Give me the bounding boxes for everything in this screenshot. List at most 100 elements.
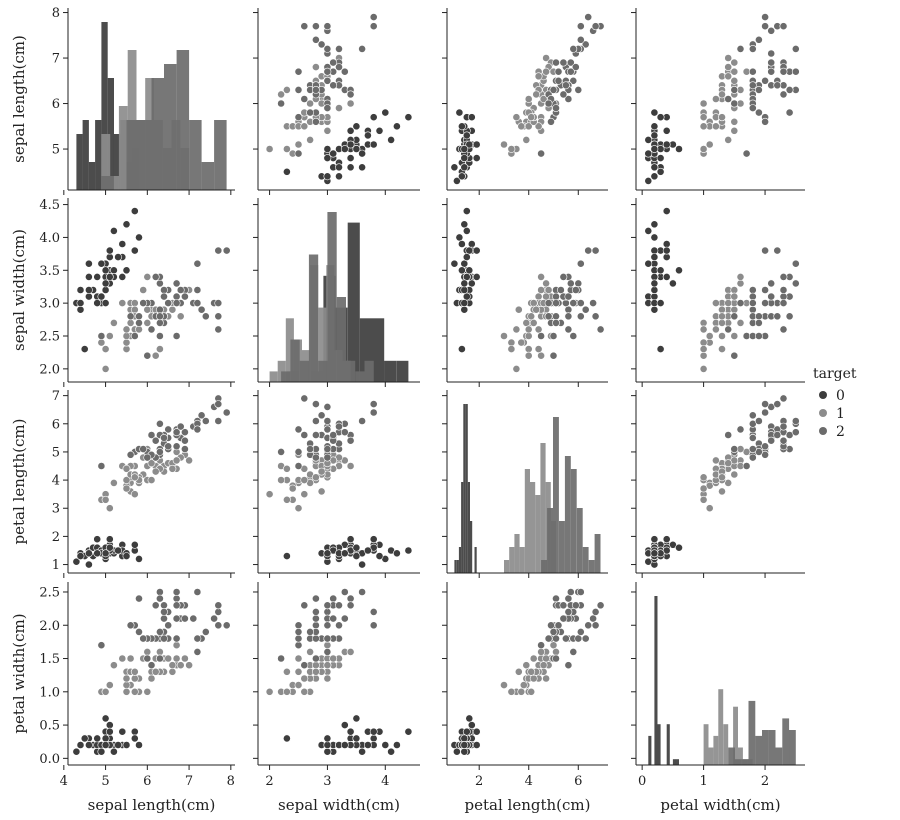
scatter-point-target-0 [85,272,93,281]
scatter-point-target-2 [323,76,332,85]
scatter-point-target-2 [591,22,600,31]
scatter-point-target-2 [369,13,378,21]
scatter-point-target-1 [335,104,343,112]
scatter-point-target-2 [369,621,378,630]
scatter-point-target-2 [306,108,314,117]
scatter-point-target-1 [524,332,533,340]
scatter-point-target-2 [172,279,181,288]
x-tick-label: 7 [185,774,193,789]
y-tick-label: 7 [52,52,60,67]
panel-sepal_width-vs-petal_length [442,198,608,387]
scatter-point-target-2 [201,417,210,425]
scatter-point-target-0 [457,240,466,248]
scatter-point-target-0 [462,226,471,235]
scatter-point-target-2 [779,394,788,403]
scatter-point-target-2 [791,417,800,425]
scatter-point-target-2 [214,621,223,630]
scatter-point-target-2 [214,299,223,307]
scatter-point-target-1 [699,495,708,504]
hist-bar-target-2 [541,560,547,573]
hist-bar-target-0 [113,134,121,190]
scatter-point-target-2 [574,86,583,94]
hist-bar-target-0 [470,521,473,573]
scatter-point-target-2 [151,436,160,445]
panel-sepal_length-vs-sepal_length: 5 6 7 8 [52,6,235,195]
scatter-point-target-0 [101,741,110,749]
scatter-point-target-0 [650,131,659,140]
scatter-point-target-2 [767,292,776,301]
scatter-point-target-2 [761,408,769,417]
y-tick-label: 4 [52,474,60,489]
scatter-point-target-2 [172,428,181,437]
scatter-point-target-2 [552,104,560,112]
scatter-point-target-2 [591,608,600,616]
scatter-point-target-0 [462,292,471,301]
scatter-point-target-2 [761,13,769,21]
scatter-point-target-2 [180,614,189,623]
scatter-point-target-2 [172,601,181,610]
scatter-point-target-2 [791,67,800,76]
y-tick-label: 3.0 [39,297,60,312]
scatter-point-target-1 [507,145,516,153]
scatter-point-target-2 [581,634,590,643]
hist-bar-target-0 [456,560,459,573]
scatter-point-target-0 [662,140,671,149]
scatter-point-target-1 [705,504,714,513]
scatter-point-target-2 [323,104,332,112]
scatter-point-target-2 [143,351,152,360]
scatter-point-target-0 [662,126,671,135]
scatter-point-target-2 [311,431,320,439]
scatter-point-target-2 [294,628,303,636]
scatter-point-target-0 [329,149,338,158]
scatter-point-target-0 [85,259,93,268]
scatter-point-target-1 [311,473,320,482]
scatter-point-target-0 [644,226,653,235]
hist-bar-target-0 [666,724,670,765]
scatter-point-target-2 [779,422,788,431]
x-tick-label: 4 [525,774,533,789]
scatter-point-target-2 [552,312,560,321]
scatter-point-target-0 [650,292,659,301]
scatter-point-target-1 [699,484,708,493]
scatter-point-target-0 [452,176,461,185]
scatter-point-target-1 [712,325,720,334]
scatter-point-target-1 [699,338,708,347]
scatter-point-target-0 [460,163,469,172]
scatter-point-target-1 [534,122,543,131]
scatter-point-target-0 [462,272,471,281]
scatter-point-target-2 [193,286,202,294]
scatter-point-target-2 [557,286,565,294]
scatter-point-target-1 [730,117,739,126]
scatter-point-target-2 [160,286,168,294]
scatter-point-target-1 [294,654,303,663]
scatter-point-target-0 [323,145,332,153]
scatter-point-target-2 [172,299,181,307]
scatter-point-target-2 [785,312,794,321]
scatter-point-target-0 [467,721,476,729]
scatter-point-target-1 [699,351,708,360]
scatter-point-target-2 [358,588,366,596]
hist-bar-target-0 [88,162,96,190]
x-tick-label: 2 [475,774,483,789]
scatter-point-target-1 [294,681,303,689]
x-tick-label: 2 [761,774,769,789]
hist-bar-target-2 [355,371,365,382]
hist-bar-target-2 [189,120,202,190]
scatter-point-target-0 [101,286,110,294]
scatter-point-target-1 [168,661,177,670]
scatter-point-target-1 [514,305,523,314]
scatter-point-target-1 [718,473,726,482]
scatter-point-target-0 [76,741,85,749]
hist-bar-target-1 [540,443,546,573]
scatter-point-target-2 [189,614,198,623]
y-axis-label-petal_length: petal length(cm) [10,419,28,545]
scatter-point-target-0 [97,747,106,756]
scatter-point-target-2 [581,40,590,49]
scatter-point-target-1 [699,364,708,373]
hist-bar-target-0 [648,735,652,765]
hist-bar-target-2 [734,759,742,765]
scatter-point-target-2 [569,45,578,53]
scatter-point-target-0 [662,246,671,255]
hist-bar-target-0 [107,78,114,190]
scatter-point-target-0 [650,163,659,172]
